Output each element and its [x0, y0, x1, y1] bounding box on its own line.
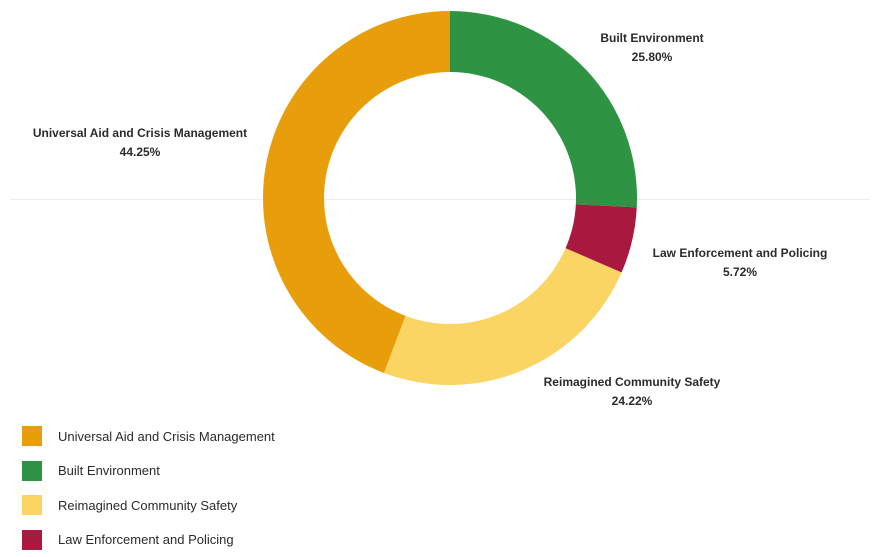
legend-swatch — [22, 530, 42, 550]
legend-item: Built Environment — [22, 454, 275, 489]
donut-slice — [263, 11, 450, 373]
slice-name-label: Universal Aid and Crisis Management — [33, 126, 247, 140]
donut-slice — [384, 248, 622, 385]
legend-swatch — [22, 495, 42, 515]
legend-label: Universal Aid and Crisis Management — [58, 429, 275, 444]
legend-item: Law Enforcement and Policing — [22, 523, 275, 557]
legend-label: Reimagined Community Safety — [58, 498, 237, 513]
slice-name-label: Law Enforcement and Policing — [653, 246, 828, 260]
slice-value-label: 44.25% — [120, 145, 161, 159]
legend-item: Universal Aid and Crisis Management — [22, 419, 275, 454]
slice-value-label: 25.80% — [632, 50, 673, 64]
slice-value-label: 24.22% — [612, 394, 653, 408]
legend-label: Built Environment — [58, 463, 160, 478]
slice-name-label: Reimagined Community Safety — [544, 375, 721, 389]
legend-label: Law Enforcement and Policing — [58, 532, 234, 547]
slice-value-label: 5.72% — [723, 265, 757, 279]
legend-swatch — [22, 461, 42, 481]
legend-item: Reimagined Community Safety — [22, 488, 275, 523]
legend: Universal Aid and Crisis Management Buil… — [22, 419, 275, 557]
legend-swatch — [22, 426, 42, 446]
slice-name-label: Built Environment — [600, 31, 703, 45]
